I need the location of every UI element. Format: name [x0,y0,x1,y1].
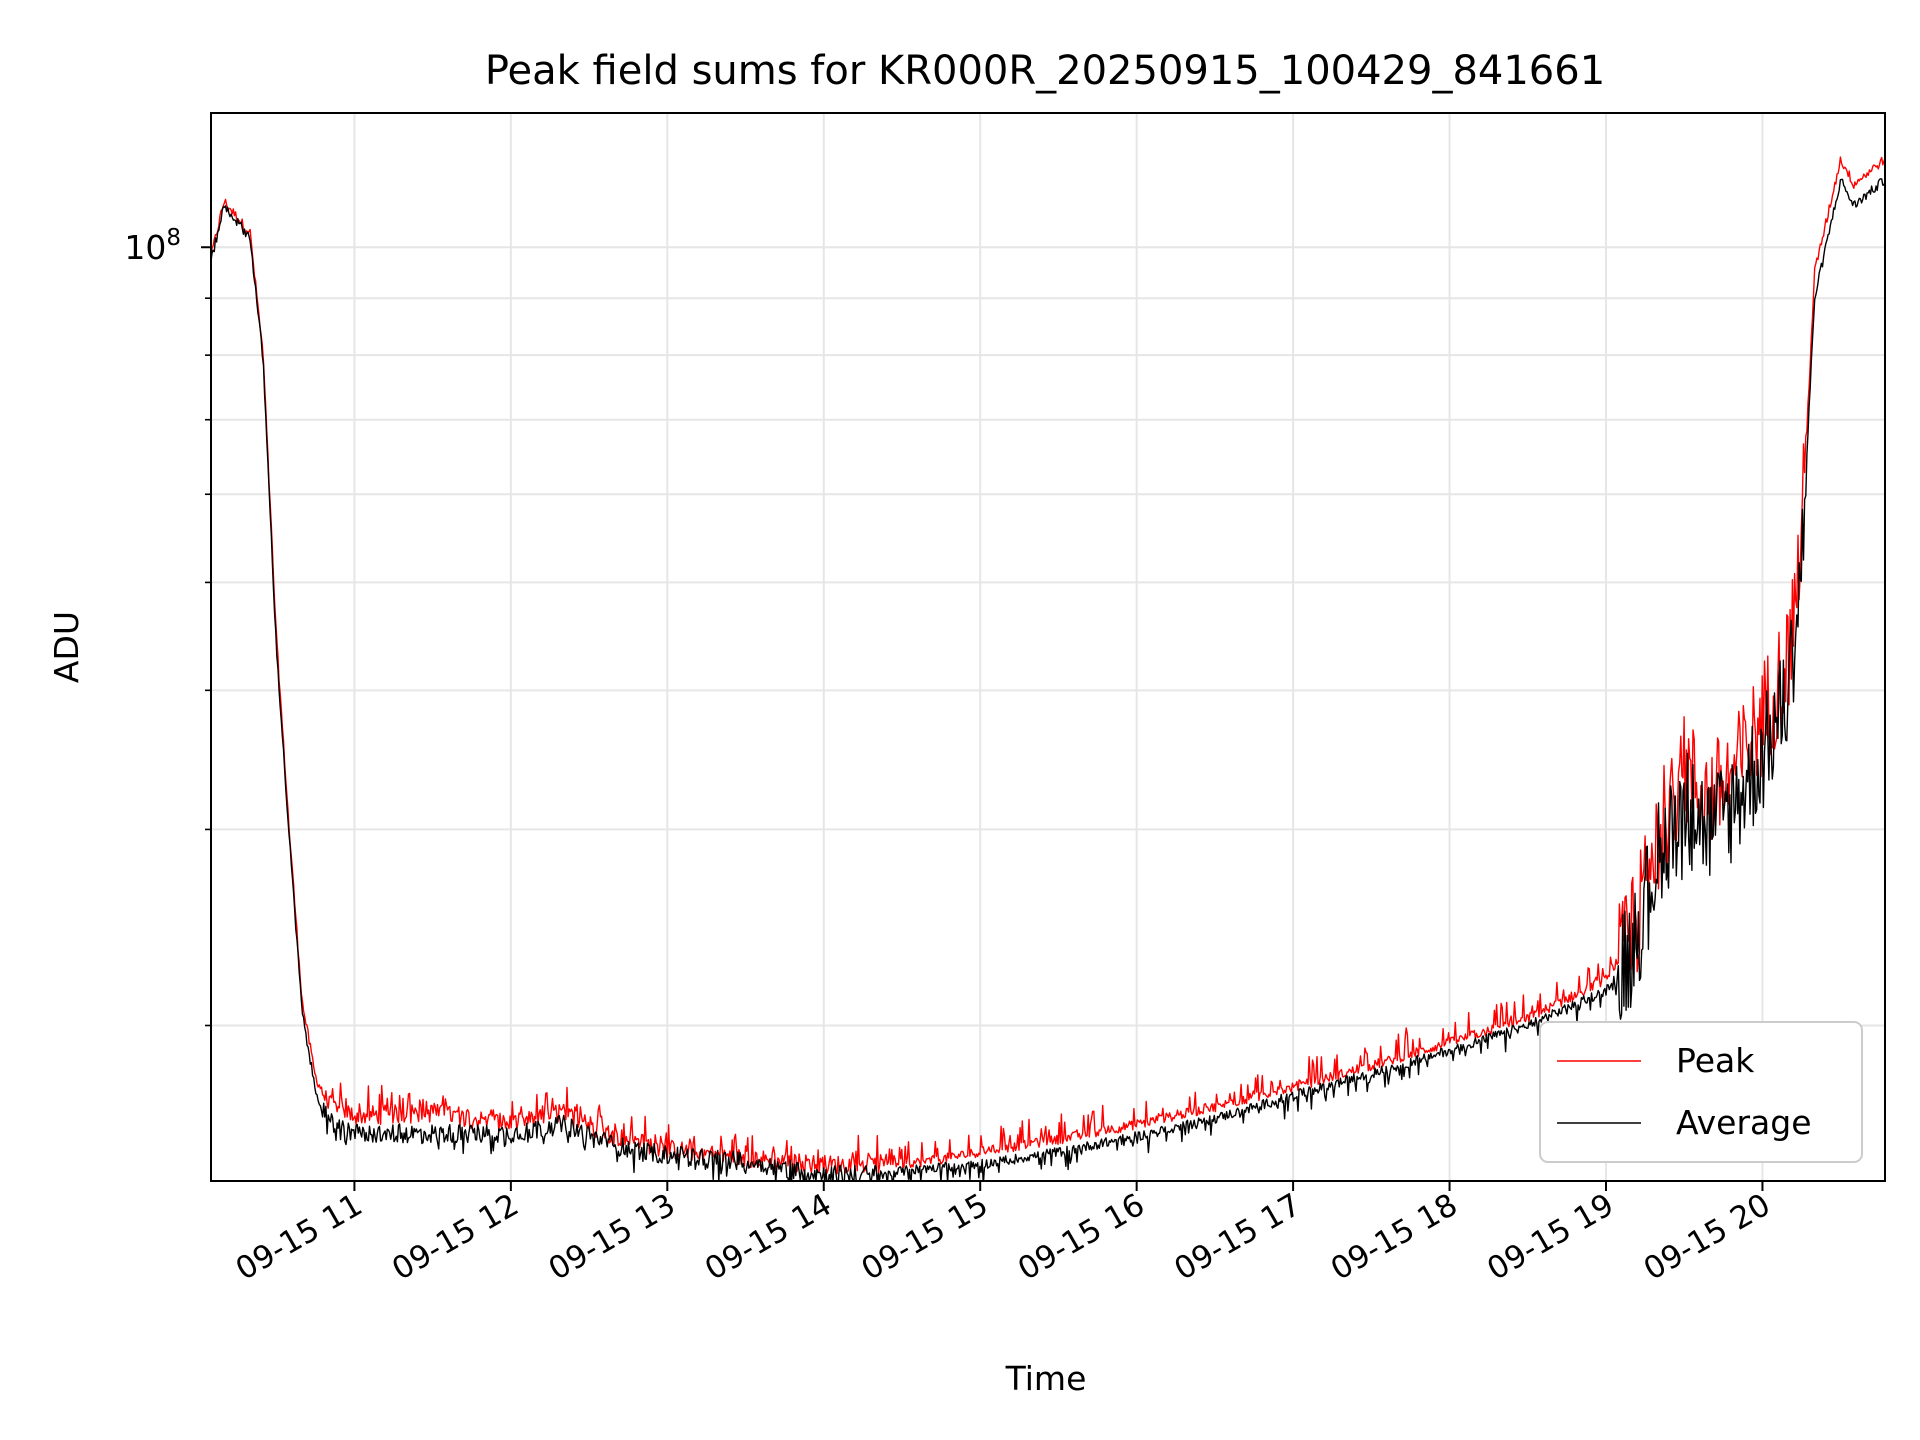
y-axis-label: ADU [47,611,86,683]
legend-label-peak: Peak [1676,1041,1755,1080]
x-axis-label: Time [1005,1359,1087,1398]
chart-title: Peak field sums for KR000R_20250915_1004… [485,48,1605,94]
series-lines [211,156,1885,1181]
legend-label-average: Average [1676,1103,1812,1142]
series-line-average [211,178,1885,1181]
legend: Peak Average [1539,1021,1863,1163]
legend-box [1539,1021,1863,1163]
plot-frame [210,112,1886,1182]
grid-lines [211,113,1885,1181]
series-line-peak [211,156,1885,1175]
